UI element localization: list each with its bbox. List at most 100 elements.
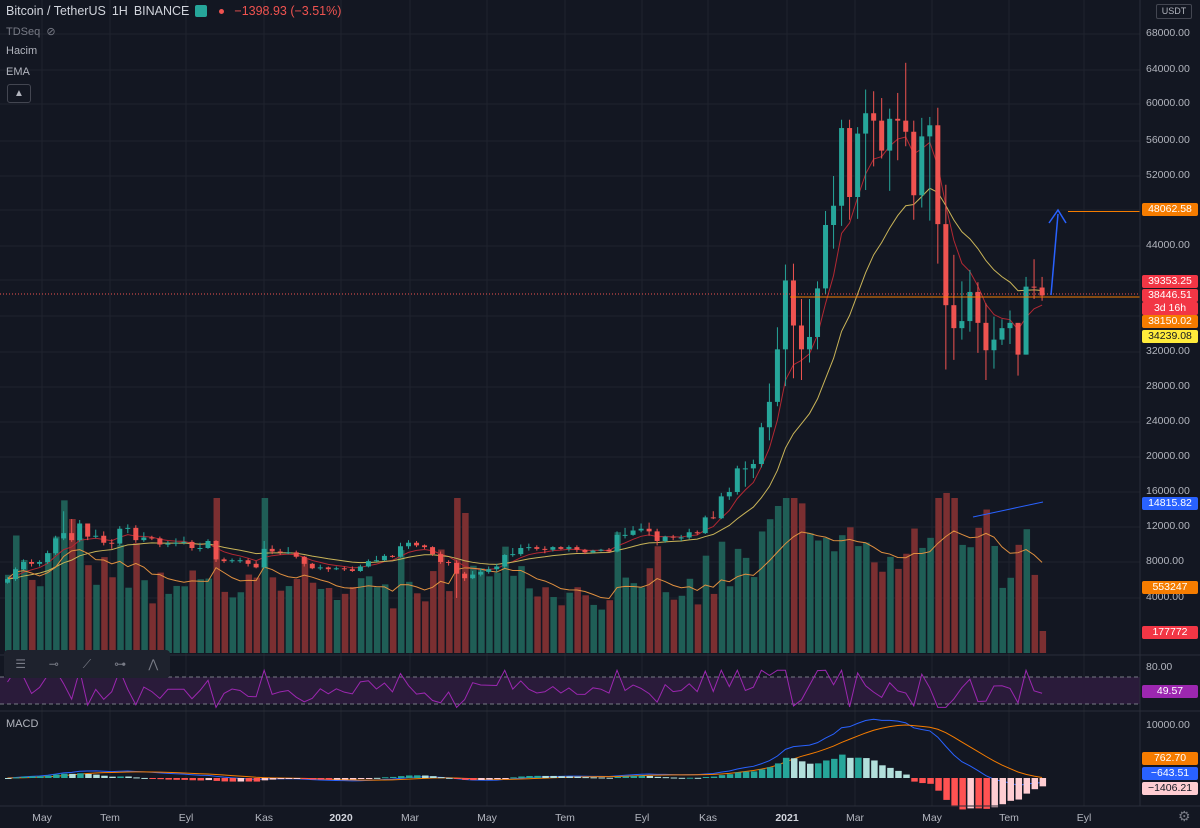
indicator-ema[interactable]: EMA bbox=[6, 66, 30, 78]
macd-histogram-bar bbox=[839, 754, 846, 778]
macd-histogram-bar bbox=[406, 775, 413, 778]
status-dot-icon bbox=[219, 8, 225, 14]
candle-body bbox=[975, 291, 981, 323]
macd-histogram-bar bbox=[109, 776, 116, 778]
macd-histogram-bar bbox=[133, 777, 140, 779]
macd-histogram-bar bbox=[943, 778, 950, 800]
symbol-name[interactable]: Bitcoin / TetherUS bbox=[6, 4, 106, 18]
price-tag-countdown: 3d 16h bbox=[1142, 302, 1198, 315]
rsi-band bbox=[0, 677, 1140, 704]
volume-bar bbox=[149, 603, 156, 653]
indicator-macd[interactable]: MACD bbox=[6, 718, 39, 730]
candle-body bbox=[221, 559, 227, 562]
macd-histogram-bar bbox=[831, 758, 838, 778]
candle-body bbox=[1023, 286, 1029, 355]
trend-line-icon[interactable]: ⟋ bbox=[82, 656, 92, 671]
macd-histogram-bar bbox=[229, 778, 237, 782]
volume-bar bbox=[662, 592, 670, 653]
candle-body bbox=[831, 205, 837, 225]
candle-body bbox=[269, 548, 275, 552]
currency-label[interactable]: USDT bbox=[1156, 4, 1192, 19]
symbol-legend: Bitcoin / TetherUS 1H BINANCE −1398.93 (… bbox=[6, 4, 341, 18]
volume-bar bbox=[229, 597, 237, 653]
horizontal-line-icon[interactable]: ⊸ bbox=[48, 657, 59, 671]
menu-lines-icon[interactable]: ☰ bbox=[15, 657, 26, 671]
candle-body bbox=[422, 545, 428, 548]
candle-body bbox=[85, 523, 91, 537]
volume-bar bbox=[694, 604, 702, 653]
candle-body bbox=[101, 535, 107, 543]
volume-bar bbox=[253, 577, 261, 653]
macd-histogram-bar bbox=[69, 773, 76, 778]
candle-body bbox=[157, 538, 163, 545]
market-open-icon bbox=[195, 5, 208, 17]
indicator-volume[interactable]: Hacim bbox=[6, 45, 38, 57]
macd-histogram-bar bbox=[614, 776, 622, 778]
volume-bar bbox=[53, 536, 60, 653]
macd-histogram-bar bbox=[951, 778, 958, 807]
gear-icon[interactable]: ⚙ bbox=[1178, 808, 1191, 824]
volume-bar bbox=[1007, 577, 1014, 653]
volume-bar bbox=[871, 562, 878, 653]
volume-bar bbox=[518, 566, 525, 653]
candle-body bbox=[478, 571, 484, 575]
volume-bar bbox=[157, 572, 164, 653]
time-tick-label: Kas bbox=[254, 812, 274, 824]
macd-histogram-bar bbox=[357, 778, 365, 780]
volume-bar bbox=[510, 575, 517, 653]
candle-body bbox=[37, 562, 43, 564]
interval-label[interactable]: 1H bbox=[111, 4, 128, 18]
candle-body bbox=[919, 136, 925, 196]
macd-histogram-bar bbox=[381, 777, 389, 779]
volume-bar bbox=[125, 587, 132, 653]
eye-slash-icon[interactable]: ⊘ bbox=[46, 26, 56, 38]
macd-histogram-bar bbox=[165, 778, 172, 780]
macd-histogram-bar bbox=[349, 778, 357, 780]
candle-body bbox=[582, 549, 588, 553]
macd-histogram-bar bbox=[438, 777, 445, 779]
macd-histogram-bar bbox=[871, 760, 878, 778]
volume-bar bbox=[45, 553, 52, 653]
volume-bar bbox=[109, 577, 116, 653]
macd-histogram-bar bbox=[734, 772, 742, 778]
macd-pane bbox=[5, 718, 1047, 810]
volume-bar bbox=[237, 592, 245, 653]
candle-body bbox=[991, 339, 997, 351]
time-tick-label: May bbox=[32, 812, 52, 824]
volume-bar bbox=[277, 590, 285, 653]
macd-histogram-bar bbox=[702, 776, 710, 778]
volume-bar bbox=[245, 574, 253, 653]
candle-body bbox=[486, 569, 492, 572]
volume-bar bbox=[1015, 544, 1023, 653]
volume-bar bbox=[397, 550, 405, 653]
volume-bar bbox=[999, 587, 1006, 653]
macd-histogram-bar bbox=[678, 777, 686, 779]
indicator-tdseq[interactable]: TDSeq ⊘ bbox=[6, 25, 56, 38]
macd-histogram-bar bbox=[879, 765, 886, 778]
volume-bar bbox=[742, 557, 750, 653]
macd-histogram-bar bbox=[758, 769, 766, 778]
ray-icon[interactable]: ⊶ bbox=[114, 657, 127, 671]
macd-histogram-bar bbox=[341, 778, 349, 780]
exchange-label: BINANCE bbox=[133, 4, 190, 18]
pattern-icon[interactable]: ⋀ bbox=[148, 657, 159, 671]
candle-body bbox=[766, 401, 772, 428]
volume-bar bbox=[758, 531, 766, 653]
macd-histogram-bar bbox=[582, 777, 589, 779]
volume-bar bbox=[357, 578, 365, 653]
trend-line bbox=[972, 501, 1044, 518]
macd-histogram-bar bbox=[790, 758, 798, 778]
macd-histogram-bar bbox=[253, 778, 261, 782]
axis-separators bbox=[0, 0, 1200, 807]
time-tick-label: May bbox=[922, 812, 942, 824]
chevron-up-icon[interactable]: ▲ bbox=[7, 84, 31, 103]
candle-body bbox=[349, 569, 355, 571]
price-tick-label: 8000.00 bbox=[1146, 555, 1184, 567]
candle-body bbox=[261, 548, 267, 568]
macd-histogram-bar bbox=[1015, 778, 1023, 800]
volume-bar bbox=[959, 544, 966, 653]
candle-body bbox=[133, 527, 139, 541]
volume-bar bbox=[654, 546, 662, 653]
volume-bar bbox=[205, 578, 212, 653]
